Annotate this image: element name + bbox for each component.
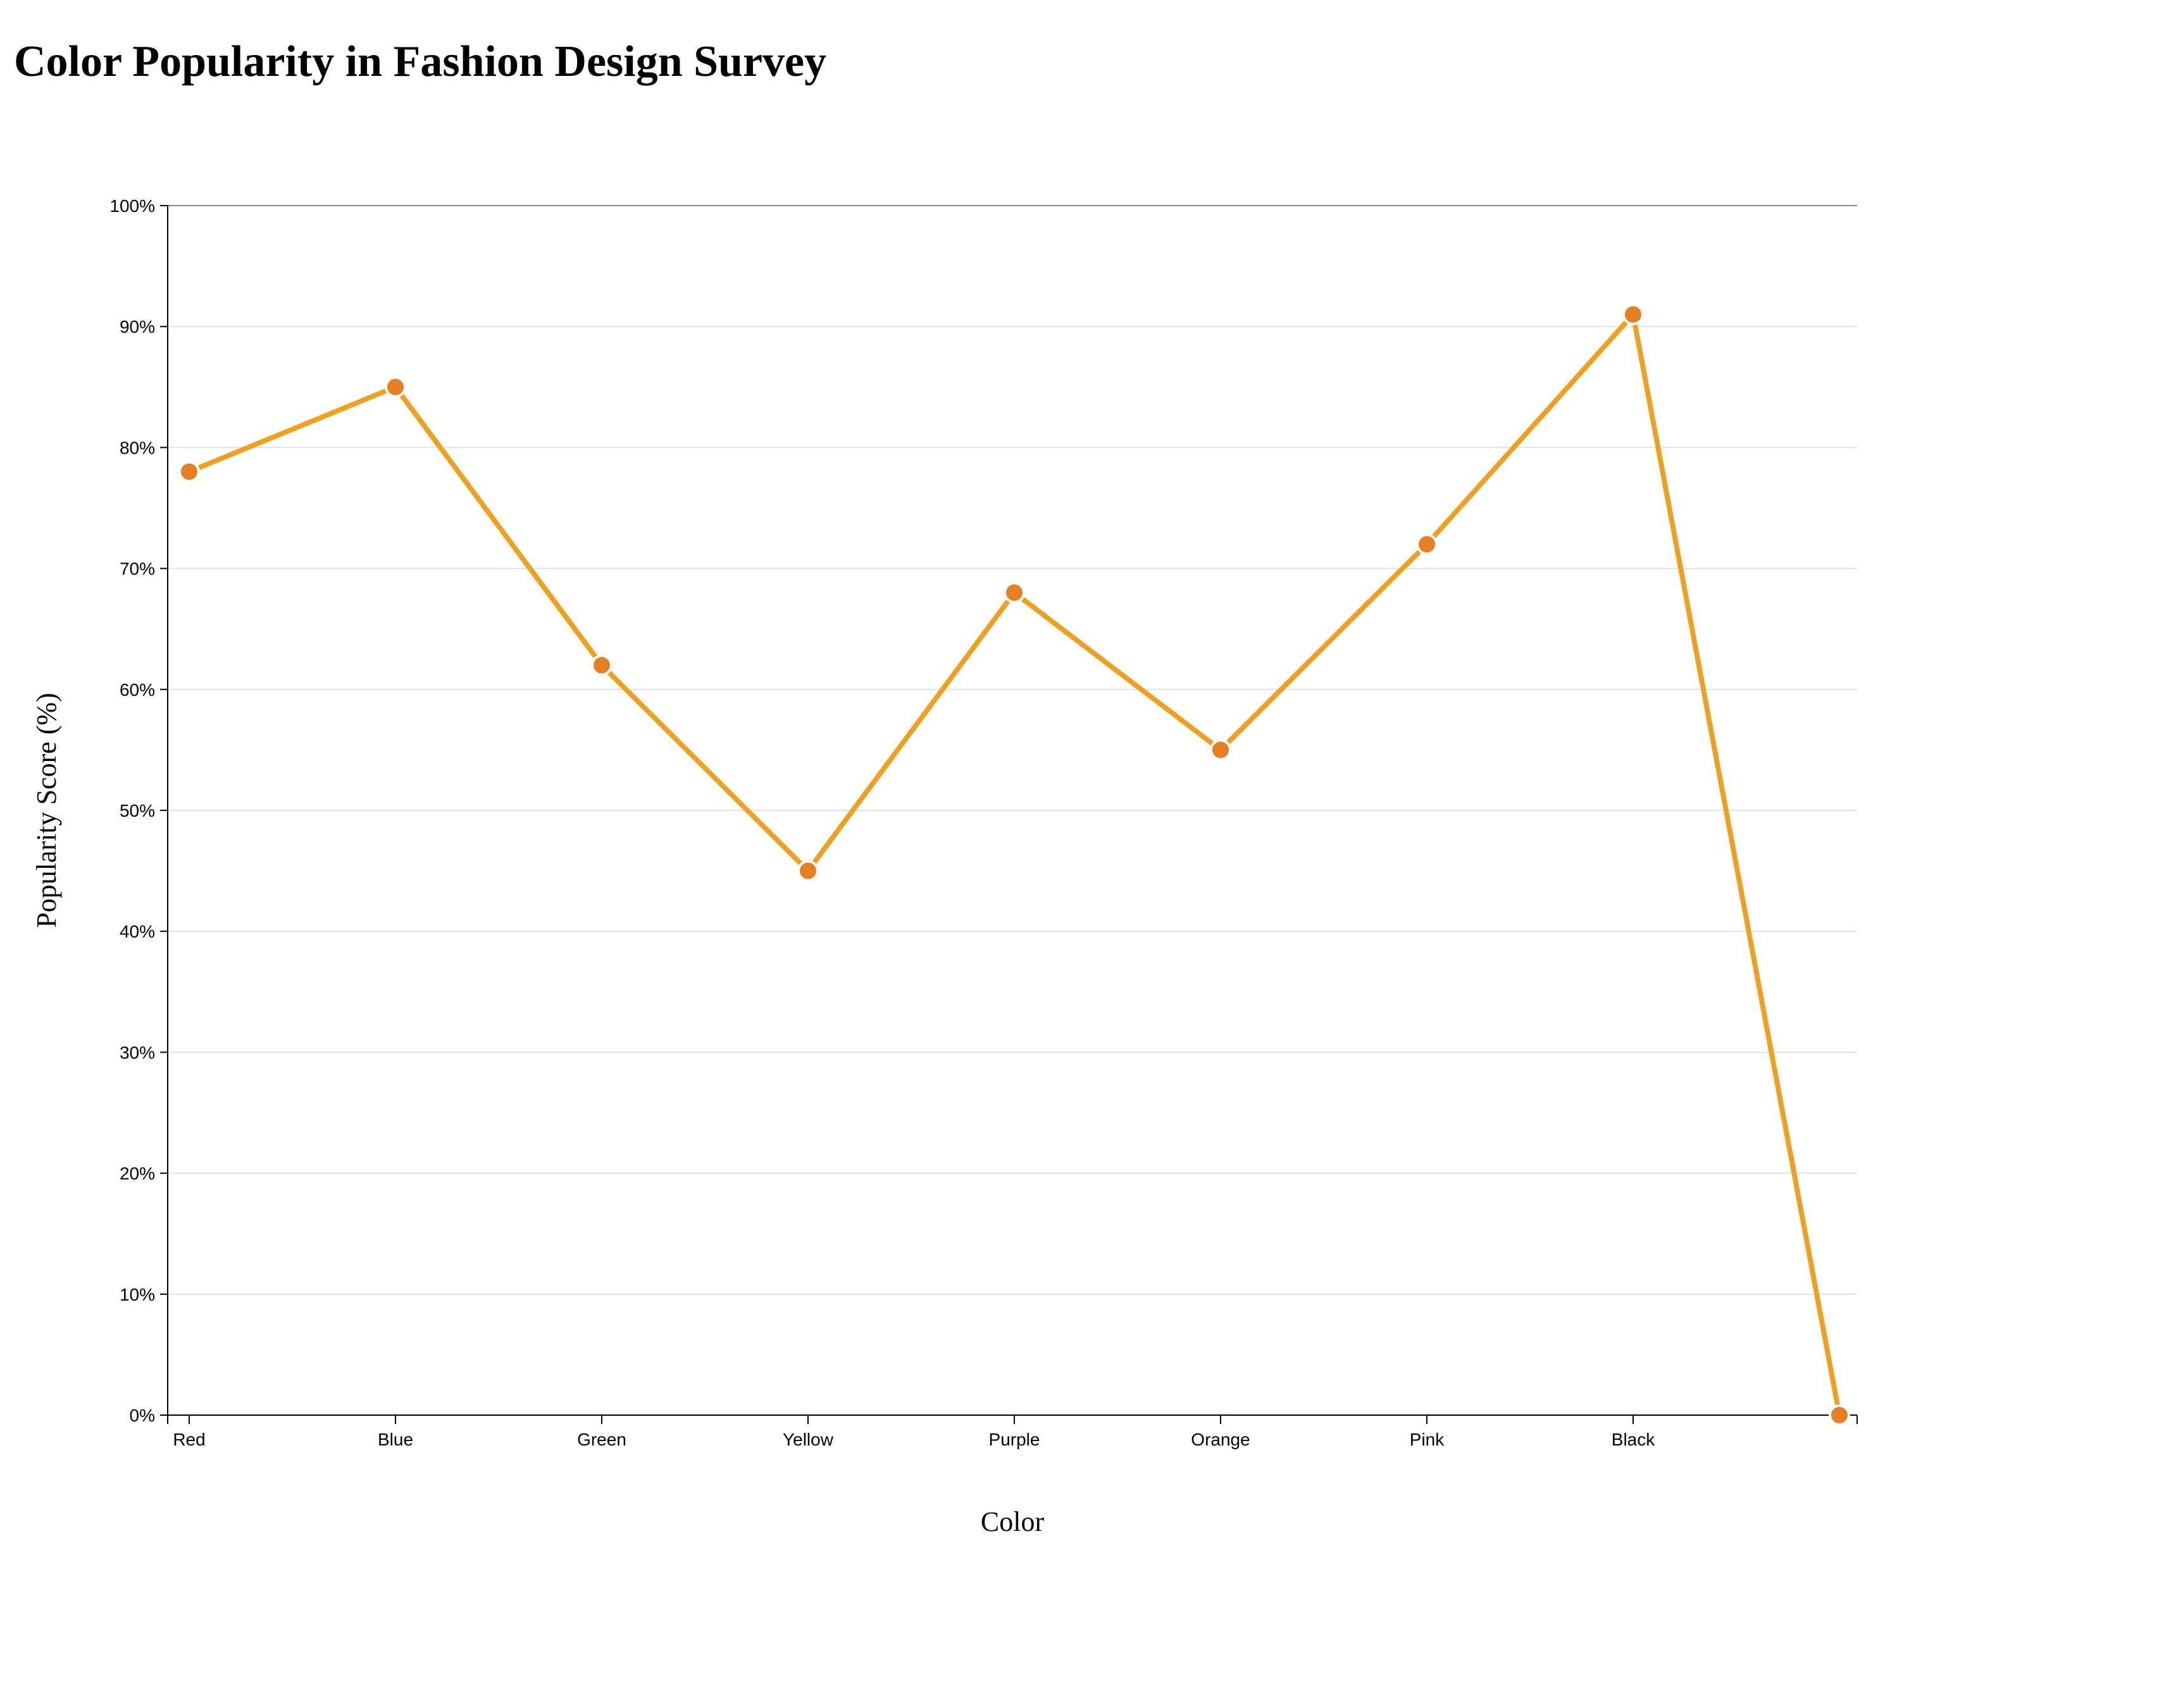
y-axis-ticks: 0% 10% 20% 30% 40% 50% 60% 70% 80% 90% 100% xyxy=(109,196,168,1425)
data-point xyxy=(1829,1404,1850,1426)
data-point xyxy=(1622,304,1644,326)
y-tick-label: 90% xyxy=(120,317,155,337)
x-tick-label: Red xyxy=(173,1430,205,1449)
y-tick-label: 100% xyxy=(109,196,155,216)
x-tick-label: Blue xyxy=(378,1430,413,1449)
x-tick-label: Orange xyxy=(1191,1430,1250,1449)
y-tick-label: 50% xyxy=(120,801,155,820)
x-tick-label: Black xyxy=(1612,1430,1655,1449)
data-point xyxy=(591,654,613,676)
y-axis-title: Popularity Score (%) xyxy=(31,693,62,927)
chart-title: Color Popularity in Fashion Design Surve… xyxy=(14,37,827,86)
y-tick-label: 0% xyxy=(130,1406,155,1425)
series-line xyxy=(188,312,1842,1416)
x-tick-label: Yellow xyxy=(783,1430,834,1449)
series-line-group xyxy=(188,312,1842,1416)
y-tick-label: 40% xyxy=(120,922,155,941)
data-point xyxy=(1210,739,1231,761)
y-tick-label: 70% xyxy=(120,559,155,579)
x-axis-title: Color xyxy=(981,1506,1045,1537)
x-tick-label: Pink xyxy=(1410,1430,1445,1449)
y-tick-label: 60% xyxy=(120,680,155,700)
data-point xyxy=(1416,533,1438,555)
axes xyxy=(167,205,1858,1424)
x-tick-label: Green xyxy=(577,1430,626,1449)
y-tick-label: 30% xyxy=(120,1043,155,1062)
x-tick-label: Purple xyxy=(989,1430,1040,1449)
data-point xyxy=(797,860,819,882)
x-axis-ticks: Red Blue Green Yellow Purple Orange Pink Black xyxy=(173,1415,1840,1449)
data-points xyxy=(178,304,1850,1426)
data-point xyxy=(385,376,406,398)
data-point xyxy=(1004,581,1025,603)
y-tick-label: 80% xyxy=(120,438,155,457)
gridlines xyxy=(168,326,1857,1295)
data-point xyxy=(178,461,200,483)
y-tick-label: 10% xyxy=(120,1285,155,1304)
y-tick-label: 20% xyxy=(120,1164,155,1184)
